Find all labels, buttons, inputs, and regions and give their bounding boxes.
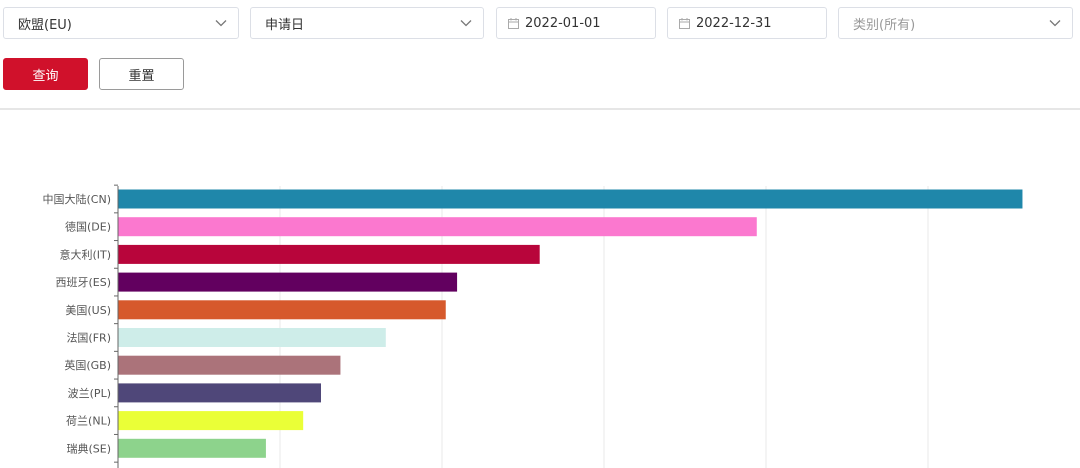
y-tick-label: 瑞典(SE) <box>66 441 111 455</box>
bar <box>118 383 321 403</box>
calendar-icon <box>497 8 519 38</box>
y-tick-label: 英国(GB) <box>64 358 111 372</box>
y-tick-label: 法国(FR) <box>66 331 111 345</box>
y-tick-label: 西班牙(ES) <box>55 276 111 289</box>
bar <box>118 272 458 292</box>
bar <box>118 355 341 375</box>
category-select[interactable]: 类别(所有) <box>838 7 1073 39</box>
region-select-value: 欧盟(EU) <box>18 17 72 33</box>
y-tick-label: 德国(DE) <box>65 220 111 234</box>
reset-button[interactable]: 重置 <box>99 58 184 90</box>
bar <box>118 244 540 264</box>
start-date-value: 2022-01-01 <box>525 15 601 31</box>
bar-chart: 中国大陆(CN) 德国(DE) 意大利(IT) 西班牙(ES) 美国(US) 法国(FR)… <box>43 184 1023 468</box>
bar <box>118 438 266 458</box>
bar <box>118 411 304 431</box>
end-date-picker[interactable]: 2022-12-31 <box>667 7 827 39</box>
end-date-value: 2022-12-31 <box>696 15 772 31</box>
y-tick-label: 荷兰(NL) <box>66 415 111 428</box>
y-tick-label: 美国(US) <box>65 304 111 317</box>
bar <box>118 328 386 347</box>
category-select-placeholder: 类别(所有) <box>853 17 916 33</box>
chevron-down-icon <box>1038 8 1072 38</box>
region-select[interactable]: 欧盟(EU) <box>3 7 239 39</box>
calendar-icon <box>668 8 690 38</box>
y-tick-label: 波兰(PL) <box>68 387 111 400</box>
chevron-down-icon <box>449 8 483 38</box>
bar <box>118 189 1023 209</box>
y-tick-label: 中国大陆(CN) <box>43 192 112 206</box>
divider <box>0 108 1080 110</box>
y-tick-label: 意大利(IT) <box>59 247 111 261</box>
start-date-picker[interactable]: 2022-01-01 <box>496 7 656 39</box>
chevron-down-icon <box>204 8 238 38</box>
query-button[interactable]: 查询 <box>3 58 88 90</box>
bar <box>118 217 757 237</box>
date-type-select[interactable]: 申请日 <box>250 7 484 39</box>
date-type-select-value: 申请日 <box>265 17 305 33</box>
bar <box>118 300 446 320</box>
